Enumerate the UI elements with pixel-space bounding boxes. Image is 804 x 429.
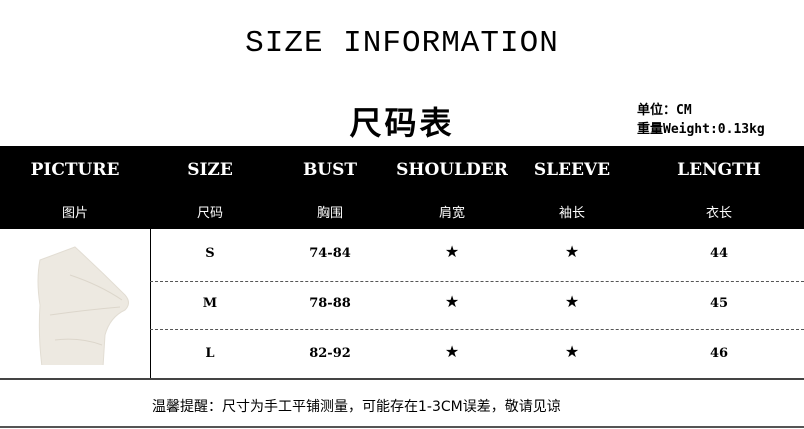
shoulder-cell: ★ [444,342,460,361]
bust-cell: 82-92 [309,346,351,361]
length-cell: 44 [709,246,729,261]
sleeve-cell: ★ [564,292,580,311]
header-bust-cn: 胸围 [316,206,344,221]
header-sleeve-cn: 袖长 [558,206,586,221]
length-cell: 46 [709,346,729,361]
sleeve-cell: ★ [564,242,580,261]
unit-label: 单位：CM [637,103,692,118]
column-divider [150,229,151,379]
header-length-cn: 衣长 [705,206,733,221]
row-divider [150,329,804,330]
weight-label: 重量Weight:0.13kg [637,122,765,137]
sleeve-cell: ★ [564,342,580,361]
length-cell: 45 [709,296,729,311]
shoulder-cell: ★ [444,242,460,261]
page-title: SIZE INFORMATION [245,26,559,61]
header-size: SIZE [187,160,233,180]
table-row: M 78-88 ★ ★ 45 [150,279,804,329]
table-row: S 74-84 ★ ★ 44 [150,229,804,279]
garment-picture [37,246,129,365]
table-row: L 82-92 ★ ★ 46 [150,329,804,379]
table-header: PICTURE 图片 SIZE 尺码 BUST 胸围 SHOULDER 肩宽 S… [0,146,804,229]
bust-cell: 78-88 [309,296,351,311]
table-bottom-border [0,378,804,380]
footer-border [0,426,804,428]
header-length: LENGTH [677,160,761,180]
header-bust: BUST [302,160,358,180]
header-sleeve: SLEEVE [533,160,611,180]
size-chart-heading: 尺码表 [349,104,455,142]
header-picture: PICTURE [30,160,120,180]
shoulder-cell: ★ [444,292,460,311]
header-picture-cn: 图片 [61,206,89,221]
bust-cell: 74-84 [309,246,351,261]
header-shoulder-cn: 肩宽 [438,206,466,221]
size-cell: S [205,246,215,261]
header-size-cn: 尺码 [196,206,224,221]
row-divider [150,281,804,282]
header-shoulder: SHOULDER [396,160,508,180]
size-cell: L [205,346,215,361]
measurement-note: 温馨提醒：尺寸为手工平铺测量，可能存在1-3CM误差，敬请见谅 [152,399,561,415]
size-cell: M [202,296,218,311]
